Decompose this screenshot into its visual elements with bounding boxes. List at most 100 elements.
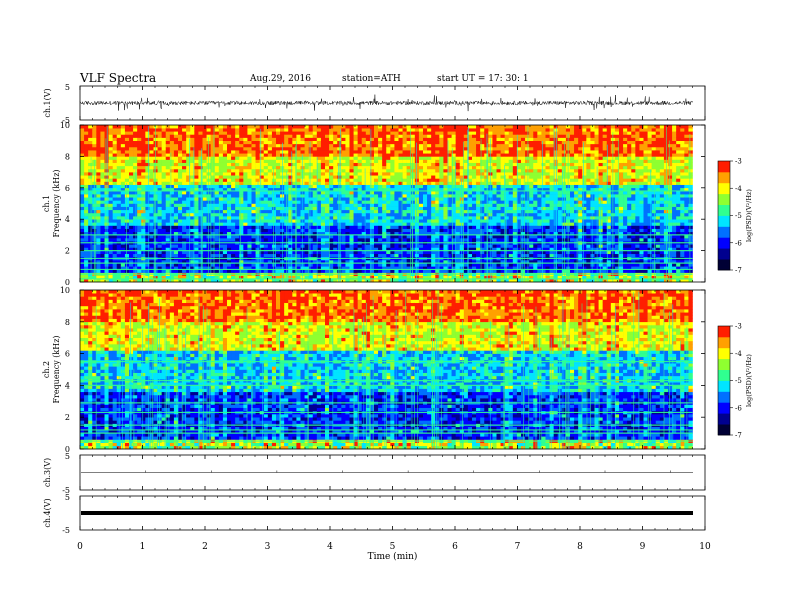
heatmap-cell: [374, 250, 379, 255]
heatmap-cell: [402, 253, 407, 258]
heatmap-cell: [190, 266, 195, 270]
heatmap-cell: [427, 125, 432, 129]
heatmap-cell: [202, 203, 207, 207]
heatmap-cell: [431, 250, 436, 255]
heatmap-cell: [108, 219, 113, 223]
heatmap-cell: [157, 263, 162, 267]
heatmap-cell: [100, 247, 105, 251]
heatmap-cell: [284, 165, 289, 170]
heatmap-cell: [202, 253, 207, 258]
heatmap-cell: [182, 125, 187, 129]
heatmap-cell: [145, 216, 150, 220]
heatmap-cell: [222, 140, 228, 145]
heatmap-cell: [418, 250, 424, 255]
heatmap-cell: [137, 190, 142, 195]
heatmap-cell: [231, 168, 236, 173]
heatmap-cell: [378, 247, 383, 251]
heatmap-cell: [227, 187, 232, 192]
heatmap-cell: [259, 222, 265, 226]
heatmap-cell: [365, 125, 371, 129]
heatmap-cell: [214, 187, 220, 192]
heatmap-cell: [227, 263, 232, 267]
heatmap-cell: [349, 247, 354, 251]
heatmap-cell: [231, 212, 236, 217]
heatmap-cell: [271, 153, 277, 157]
heatmap-cell: [112, 194, 118, 198]
heatmap-cell: [206, 175, 211, 179]
heatmap-cell: [255, 162, 260, 167]
heatmap-cell: [414, 234, 420, 239]
heatmap-cell: [463, 146, 469, 151]
heatmap-cell: [345, 181, 350, 185]
heatmap-cell: [447, 244, 452, 248]
heatmap-cell: [288, 250, 293, 255]
heatmap-cell: [341, 212, 346, 217]
heatmap-cell: [296, 260, 301, 264]
heatmap-cell: [472, 140, 477, 145]
heatmap-cell: [398, 278, 403, 283]
heatmap-cell: [292, 216, 297, 220]
heatmap-cell: [108, 238, 113, 242]
heatmap-cell: [325, 212, 330, 217]
heatmap-cell: [267, 168, 273, 173]
heatmap-cell: [120, 200, 126, 204]
heatmap-cell: [410, 125, 416, 129]
heatmap-cell: [186, 197, 191, 201]
heatmap-cell: [243, 228, 248, 233]
heatmap-cell: [198, 209, 203, 214]
heatmap-cell: [186, 184, 191, 189]
heatmap-cell: [308, 203, 314, 207]
heatmap-cell: [186, 253, 191, 258]
heatmap-cell: [210, 165, 216, 170]
heatmap-cell: [439, 278, 444, 283]
heatmap-cell: [361, 278, 367, 283]
heatmap-cell: [467, 247, 473, 251]
heatmap-cell: [88, 125, 93, 129]
heatmap-cell: [96, 184, 101, 189]
heatmap-cell: [227, 175, 232, 179]
heatmap-cell: [96, 253, 101, 258]
heatmap-cell: [288, 197, 293, 201]
heatmap-cell: [329, 244, 334, 248]
heatmap-cell: [96, 131, 101, 135]
heatmap-cell: [386, 168, 391, 173]
heatmap-cell: [84, 178, 89, 182]
heatmap-cell: [124, 125, 130, 129]
heatmap-cell: [231, 275, 236, 280]
heatmap-cell: [141, 263, 146, 267]
heatmap-cell: [149, 172, 154, 176]
heatmap-cell: [451, 140, 456, 145]
heatmap-cell: [439, 260, 444, 264]
heatmap-cell: [218, 275, 224, 280]
heatmap-cell: [202, 178, 207, 182]
heatmap-cell: [300, 238, 305, 242]
heatmap-cell: [304, 181, 309, 185]
heatmap-cell: [206, 131, 211, 135]
heatmap-cell: [390, 143, 395, 148]
heatmap-cell: [476, 263, 481, 267]
heatmap-cell: [88, 187, 93, 192]
heatmap-cell: [186, 260, 191, 264]
heatmap-cell: [222, 197, 228, 201]
heatmap-cell: [108, 175, 113, 179]
heatmap-cell: [206, 172, 211, 176]
heatmap-cell: [96, 150, 101, 154]
heatmap-cell: [173, 175, 179, 179]
heatmap-cell: [133, 125, 138, 129]
heatmap-cell: [251, 278, 256, 283]
heatmap-cell: [259, 275, 265, 280]
heatmap-cell: [341, 137, 346, 141]
heatmap-cell: [288, 187, 293, 192]
heatmap-cell: [120, 172, 126, 176]
heatmap-cell: [202, 238, 207, 242]
heatmap-cell: [243, 143, 248, 148]
heatmap-cell: [382, 228, 387, 233]
heatmap-cell: [124, 269, 130, 273]
heatmap-cell: [165, 194, 171, 198]
heatmap-cell: [439, 150, 444, 154]
heatmap-cell: [308, 153, 314, 157]
heatmap-cell: [145, 212, 150, 217]
heatmap-cell: [341, 190, 346, 195]
heatmap-cell: [447, 146, 452, 151]
heatmap-cell: [190, 222, 195, 226]
